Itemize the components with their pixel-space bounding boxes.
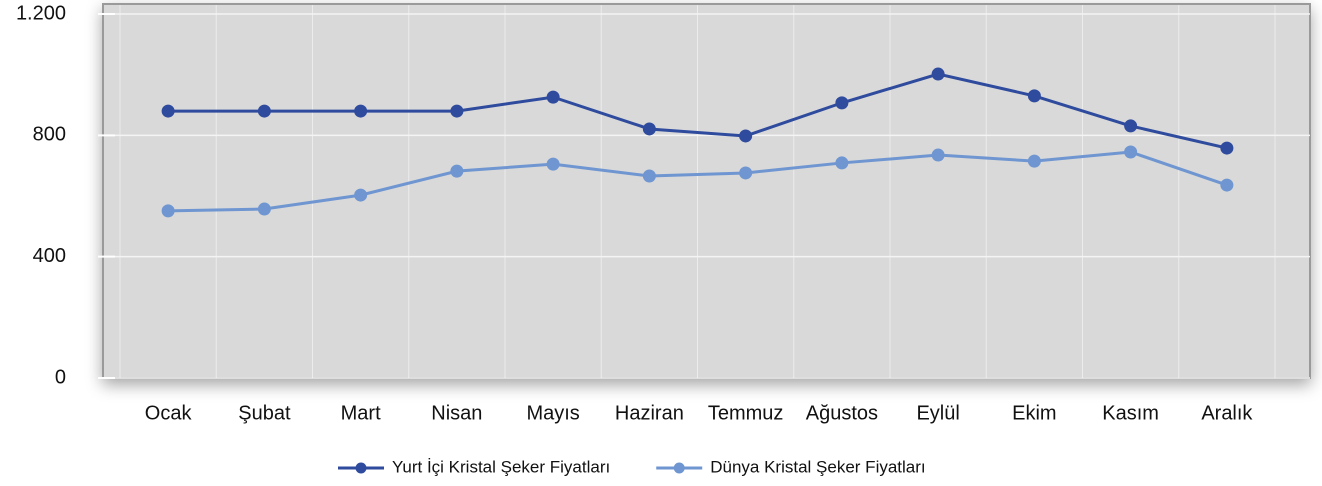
data-point: [1124, 145, 1138, 159]
x-tick-label: Eylül: [916, 402, 959, 424]
data-point: [739, 166, 753, 180]
x-tick-label: Aralık: [1201, 402, 1253, 424]
series-line: [168, 150, 1228, 213]
legend-marker: [355, 462, 367, 474]
x-tick-label: Ekim: [1012, 402, 1056, 424]
data-point: [835, 96, 849, 110]
data-point: [739, 129, 753, 143]
y-tick-label: 400: [33, 245, 66, 267]
data-point: [1027, 154, 1041, 168]
x-tick-label: Ağustos: [806, 402, 878, 424]
plot-area: [102, 3, 1311, 379]
series-line: [168, 72, 1228, 150]
x-tick-label: Ocak: [145, 402, 193, 424]
x-tick-label: Kasım: [1102, 402, 1159, 424]
data-point: [354, 104, 368, 118]
data-point: [450, 104, 464, 118]
data-point: [642, 169, 656, 183]
data-point: [161, 104, 175, 118]
y-tick-label: 0: [55, 366, 66, 388]
x-tick-label: Şubat: [238, 402, 291, 424]
data-point: [450, 164, 464, 178]
data-point: [835, 156, 849, 170]
data-point: [546, 157, 560, 171]
data-point: [1220, 178, 1234, 192]
data-point: [257, 202, 271, 216]
data-point: [161, 204, 175, 218]
data-point: [257, 104, 271, 118]
x-tick-label: Mayıs: [526, 402, 579, 424]
y-tick-label: 1.200: [16, 2, 66, 24]
legend-marker: [673, 462, 685, 474]
x-tick-label: Nisan: [431, 402, 482, 424]
x-tick-label: Mart: [341, 402, 381, 424]
data-point: [642, 122, 656, 136]
data-point: [1220, 141, 1234, 155]
data-point: [546, 90, 560, 104]
data-point: [931, 148, 945, 162]
y-tick-label: 800: [33, 124, 66, 146]
x-tick-label: Haziran: [615, 402, 684, 424]
legend-label: Dünya Kristal Şeker Fiyatları: [710, 457, 925, 476]
data-point: [1124, 119, 1138, 133]
data-point: [354, 188, 368, 202]
data-point: [931, 67, 945, 81]
data-point: [1027, 89, 1041, 103]
legend-label: Yurt İçi Kristal Şeker Fiyatları: [392, 457, 610, 476]
x-tick-label: Temmuz: [708, 402, 784, 424]
